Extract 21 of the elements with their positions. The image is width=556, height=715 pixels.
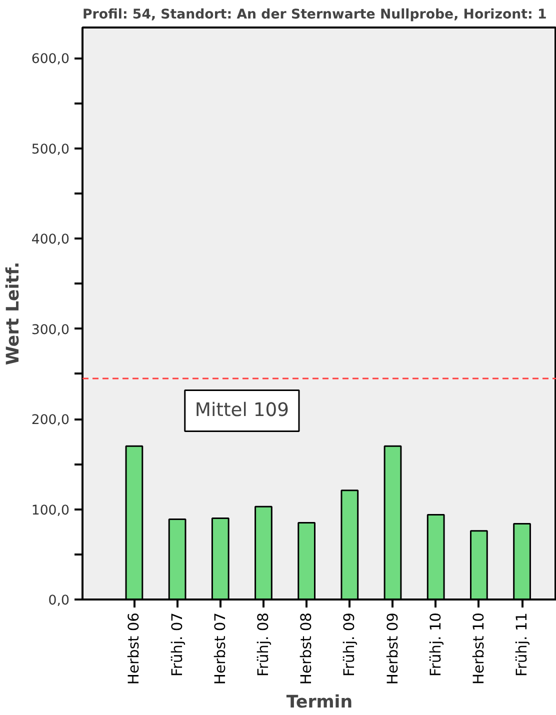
- x-tick-label: Frühj. 11: [514, 612, 531, 677]
- chart-title: Profil: 54, Standort: An der Sternwarte Nullprobe, Horizont: 1: [82, 8, 547, 22]
- x-tick-label: Frühj. 09: [341, 612, 358, 677]
- y-tick-label: 400,0: [31, 232, 70, 248]
- y-tick-label: 100,0: [31, 503, 70, 518]
- x-tick-label: Herbst 09: [384, 612, 402, 685]
- x-tick-label: Herbst 10: [470, 612, 488, 685]
- y-tick-label: 0,0: [48, 594, 70, 608]
- y-tick-label: 500,0: [31, 142, 70, 158]
- y-tick-label: 300,0: [31, 322, 70, 338]
- x-tick-label: Herbst 06: [126, 612, 143, 685]
- annotation: Mittel 109: [194, 400, 290, 422]
- y-tick-label: 600,0: [31, 52, 70, 68]
- y-axis-title: Wert Leitf.: [3, 262, 24, 366]
- x-tick-label: Frühj. 10: [427, 612, 444, 677]
- x-tick-label: Herbst 08: [298, 612, 316, 685]
- x-axis-title: Termin: [286, 692, 353, 713]
- y-tick-label: 200,0: [31, 413, 70, 428]
- x-tick-label: Frühj. 08: [254, 612, 272, 677]
- x-tick-label: Frühj. 07: [168, 612, 186, 677]
- x-tick-label: Herbst 07: [212, 612, 229, 685]
